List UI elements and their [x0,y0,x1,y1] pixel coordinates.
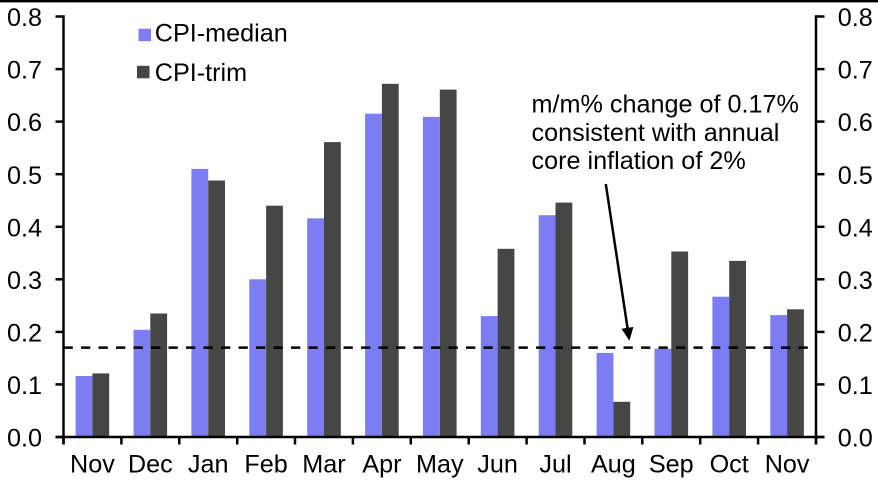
svg-text:Feb: Feb [244,450,287,478]
svg-text:Nov: Nov [765,450,810,478]
svg-text:CPI-trim: CPI-trim [155,59,247,87]
svg-text:0.8: 0.8 [838,4,873,32]
svg-text:Oct: Oct [710,450,749,478]
svg-text:0.5: 0.5 [7,162,42,190]
svg-text:Jun: Jun [477,450,518,478]
svg-text:0.0: 0.0 [838,425,873,453]
svg-text:0.2: 0.2 [838,320,873,348]
svg-text:0.5: 0.5 [838,162,873,190]
svg-text:0.2: 0.2 [7,320,42,348]
svg-text:0.4: 0.4 [838,214,873,242]
svg-text:0.1: 0.1 [838,372,873,400]
svg-text:May: May [416,450,464,478]
svg-text:0.7: 0.7 [7,57,42,85]
svg-text:m/m% change of 0.17%: m/m% change of 0.17% [532,91,799,119]
svg-text:core inflation of 2%: core inflation of 2% [532,147,746,175]
svg-text:0.4: 0.4 [7,214,42,242]
svg-text:Mar: Mar [302,450,345,478]
svg-text:Dec: Dec [128,450,173,478]
svg-text:0.8: 0.8 [7,4,42,32]
svg-text:Aug: Aug [591,450,636,478]
svg-text:0.3: 0.3 [7,267,42,295]
svg-text:0.1: 0.1 [7,372,42,400]
svg-text:consistent with annual: consistent with annual [532,119,780,147]
svg-text:Jul: Jul [539,450,571,478]
svg-text:0.3: 0.3 [838,267,873,295]
svg-text:Nov: Nov [70,450,115,478]
svg-text:Apr: Apr [362,450,401,478]
svg-text:0.6: 0.6 [7,109,42,137]
svg-text:0.7: 0.7 [838,57,873,85]
svg-text:Sep: Sep [649,450,694,478]
svg-text:0.0: 0.0 [7,425,42,453]
svg-text:CPI-median: CPI-median [155,20,288,48]
svg-text:0.6: 0.6 [838,109,873,137]
svg-text:Jan: Jan [188,450,229,478]
